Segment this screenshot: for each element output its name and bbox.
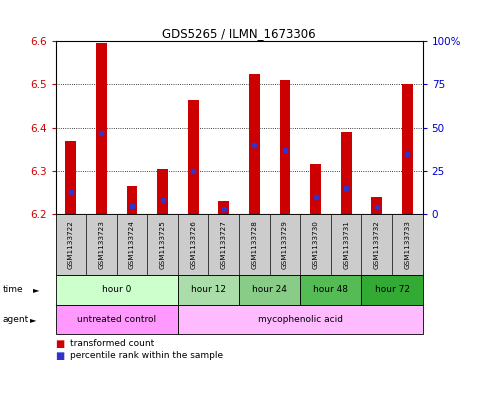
- Bar: [310, 165, 321, 214]
- Text: ►: ►: [33, 285, 39, 294]
- Text: GSM1133726: GSM1133726: [190, 220, 196, 269]
- Text: mycophenolic acid: mycophenolic acid: [258, 315, 343, 324]
- Bar: [371, 197, 382, 214]
- Bar: [239, 275, 300, 305]
- Bar: [56, 305, 178, 334]
- Text: transformed count: transformed count: [70, 340, 154, 348]
- Bar: [280, 80, 290, 214]
- Text: hour 48: hour 48: [313, 285, 348, 294]
- Text: agent: agent: [2, 315, 28, 324]
- Text: ►: ►: [30, 315, 37, 324]
- Text: hour 72: hour 72: [374, 285, 410, 294]
- Text: percentile rank within the sample: percentile rank within the sample: [70, 351, 223, 360]
- Bar: [127, 186, 137, 214]
- Bar: [249, 74, 260, 214]
- Bar: [96, 44, 107, 214]
- Text: hour 0: hour 0: [102, 285, 131, 294]
- Bar: [66, 141, 76, 214]
- Text: GSM1133724: GSM1133724: [129, 220, 135, 269]
- Bar: [341, 132, 352, 214]
- Text: GSM1133725: GSM1133725: [159, 220, 166, 269]
- Bar: [56, 275, 178, 305]
- Text: GSM1133727: GSM1133727: [221, 220, 227, 269]
- Text: ■: ■: [56, 351, 65, 361]
- Bar: [402, 84, 412, 214]
- Title: GDS5265 / ILMN_1673306: GDS5265 / ILMN_1673306: [162, 27, 316, 40]
- Text: hour 24: hour 24: [252, 285, 287, 294]
- Text: GSM1133722: GSM1133722: [68, 220, 74, 269]
- Text: ■: ■: [56, 339, 65, 349]
- Bar: [188, 100, 199, 214]
- Bar: [178, 275, 239, 305]
- Text: time: time: [2, 285, 23, 294]
- Text: hour 12: hour 12: [191, 285, 226, 294]
- Text: untreated control: untreated control: [77, 315, 156, 324]
- Text: GSM1133730: GSM1133730: [313, 220, 319, 269]
- Text: GSM1133729: GSM1133729: [282, 220, 288, 269]
- Text: GSM1133732: GSM1133732: [374, 220, 380, 269]
- Text: GSM1133731: GSM1133731: [343, 220, 349, 269]
- Bar: [218, 201, 229, 214]
- Text: GSM1133723: GSM1133723: [99, 220, 104, 269]
- Bar: [361, 275, 423, 305]
- Bar: [178, 305, 423, 334]
- Bar: [300, 275, 361, 305]
- Text: GSM1133728: GSM1133728: [251, 220, 257, 269]
- Text: GSM1133733: GSM1133733: [404, 220, 411, 269]
- Bar: [157, 169, 168, 214]
